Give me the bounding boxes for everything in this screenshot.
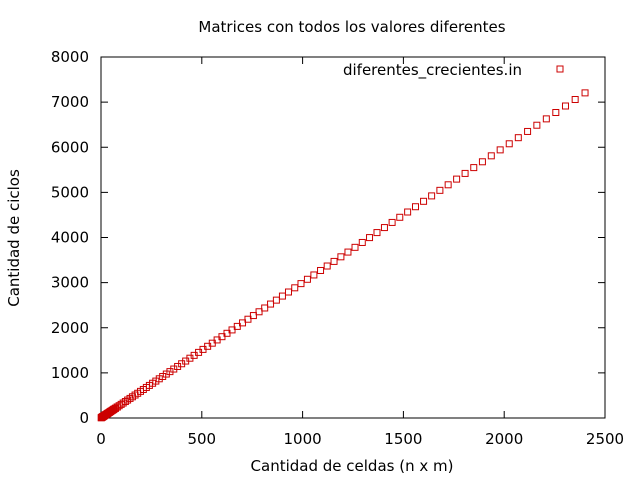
data-point [239,319,247,327]
data-point [505,140,513,148]
data-point [344,248,352,256]
data-point [303,275,311,283]
y-axis-label: Cantidad de ciclos [5,169,23,307]
y-tick-label: 6000 [51,138,89,156]
data-point [228,326,236,334]
data-point [330,257,338,265]
data-points [97,89,589,422]
x-tick-label: 1000 [284,430,322,448]
data-point [388,218,396,226]
data-point [272,296,280,304]
data-point [444,181,452,189]
data-point [436,186,444,194]
data-point [317,266,325,274]
data-point [233,322,241,330]
y-tick-label: 0 [79,409,89,427]
legend-label: diferentes_crecientes.in [343,61,522,80]
x-tick-label: 0 [96,430,106,448]
data-point [496,146,504,154]
data-point [404,208,412,216]
data-point [524,127,532,135]
data-point [373,229,381,237]
data-point [571,96,579,104]
axis-tick-labels: 0 500 1000 1500 2000 2500 0 1000 2000 3000 4000 500… [51,48,624,448]
y-tick-label: 5000 [51,183,89,201]
legend: diferentes_crecientes.in [343,61,564,80]
data-point [420,197,428,205]
data-point [380,224,388,232]
data-point [351,243,359,251]
x-tick-label: 2500 [586,430,624,448]
data-point [323,262,331,270]
data-point [249,312,257,320]
data-point [561,102,569,110]
data-point [552,109,560,117]
data-point [478,158,486,166]
data-point [542,115,550,123]
y-tick-label: 8000 [51,48,89,66]
data-point [581,89,589,97]
y-tick-label: 4000 [51,229,89,247]
data-point [278,292,286,300]
x-axis-label: Cantidad de celdas (n x m) [251,457,454,475]
data-point [514,134,522,142]
data-point [461,169,469,177]
y-tick-label: 1000 [51,364,89,382]
data-point [428,192,436,200]
data-point [162,370,170,378]
data-point [358,238,366,246]
data-point [267,300,275,308]
data-point [297,280,305,288]
data-point [291,284,299,292]
data-point [533,121,541,129]
data-point [244,315,252,323]
data-point [470,164,478,172]
data-point [366,234,374,242]
x-tick-label: 500 [187,430,216,448]
data-point [411,203,419,211]
data-point [284,288,292,296]
data-point [487,152,495,160]
data-point [396,213,404,221]
x-tick-label: 1500 [384,430,422,448]
data-point [159,372,167,380]
data-point [310,271,318,279]
chart-title: Matrices con todos los valores diferente… [198,18,505,36]
data-point [255,308,263,316]
data-point [453,175,461,183]
x-tick-label: 2000 [485,430,523,448]
y-tick-label: 7000 [51,93,89,111]
legend-marker [556,65,564,73]
data-point [112,404,120,412]
data-point [337,253,345,261]
y-tick-label: 2000 [51,319,89,337]
y-tick-label: 3000 [51,274,89,292]
data-point [261,304,269,312]
